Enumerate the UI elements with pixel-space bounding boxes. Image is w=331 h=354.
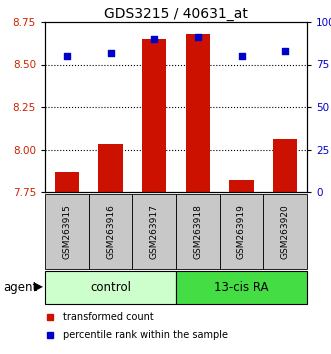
Bar <box>263 194 307 269</box>
Text: GSM263918: GSM263918 <box>193 204 202 259</box>
Bar <box>132 194 176 269</box>
Text: GSM263915: GSM263915 <box>62 204 71 259</box>
Point <box>108 50 113 56</box>
Bar <box>142 39 166 192</box>
Bar <box>186 34 210 192</box>
Text: ▶: ▶ <box>33 281 43 294</box>
Bar <box>45 271 176 304</box>
Bar <box>229 180 254 192</box>
Text: 13-cis RA: 13-cis RA <box>214 281 269 294</box>
Point <box>195 34 201 40</box>
Text: control: control <box>90 281 131 294</box>
Point <box>239 53 244 59</box>
Text: GSM263920: GSM263920 <box>281 204 290 259</box>
Text: transformed count: transformed count <box>63 312 154 322</box>
Point <box>152 36 157 42</box>
Text: GSM263917: GSM263917 <box>150 204 159 259</box>
Point <box>283 48 288 54</box>
Bar <box>176 194 220 269</box>
Point <box>64 53 70 59</box>
Text: percentile rank within the sample: percentile rank within the sample <box>63 330 228 339</box>
Bar <box>176 271 307 304</box>
Text: agent: agent <box>3 281 37 294</box>
Title: GDS3215 / 40631_at: GDS3215 / 40631_at <box>104 7 248 21</box>
Bar <box>45 194 89 269</box>
Text: GSM263916: GSM263916 <box>106 204 115 259</box>
Bar <box>55 172 79 192</box>
Bar <box>89 194 132 269</box>
Bar <box>220 194 263 269</box>
Bar <box>273 139 297 192</box>
Text: GSM263919: GSM263919 <box>237 204 246 259</box>
Bar <box>99 144 122 192</box>
